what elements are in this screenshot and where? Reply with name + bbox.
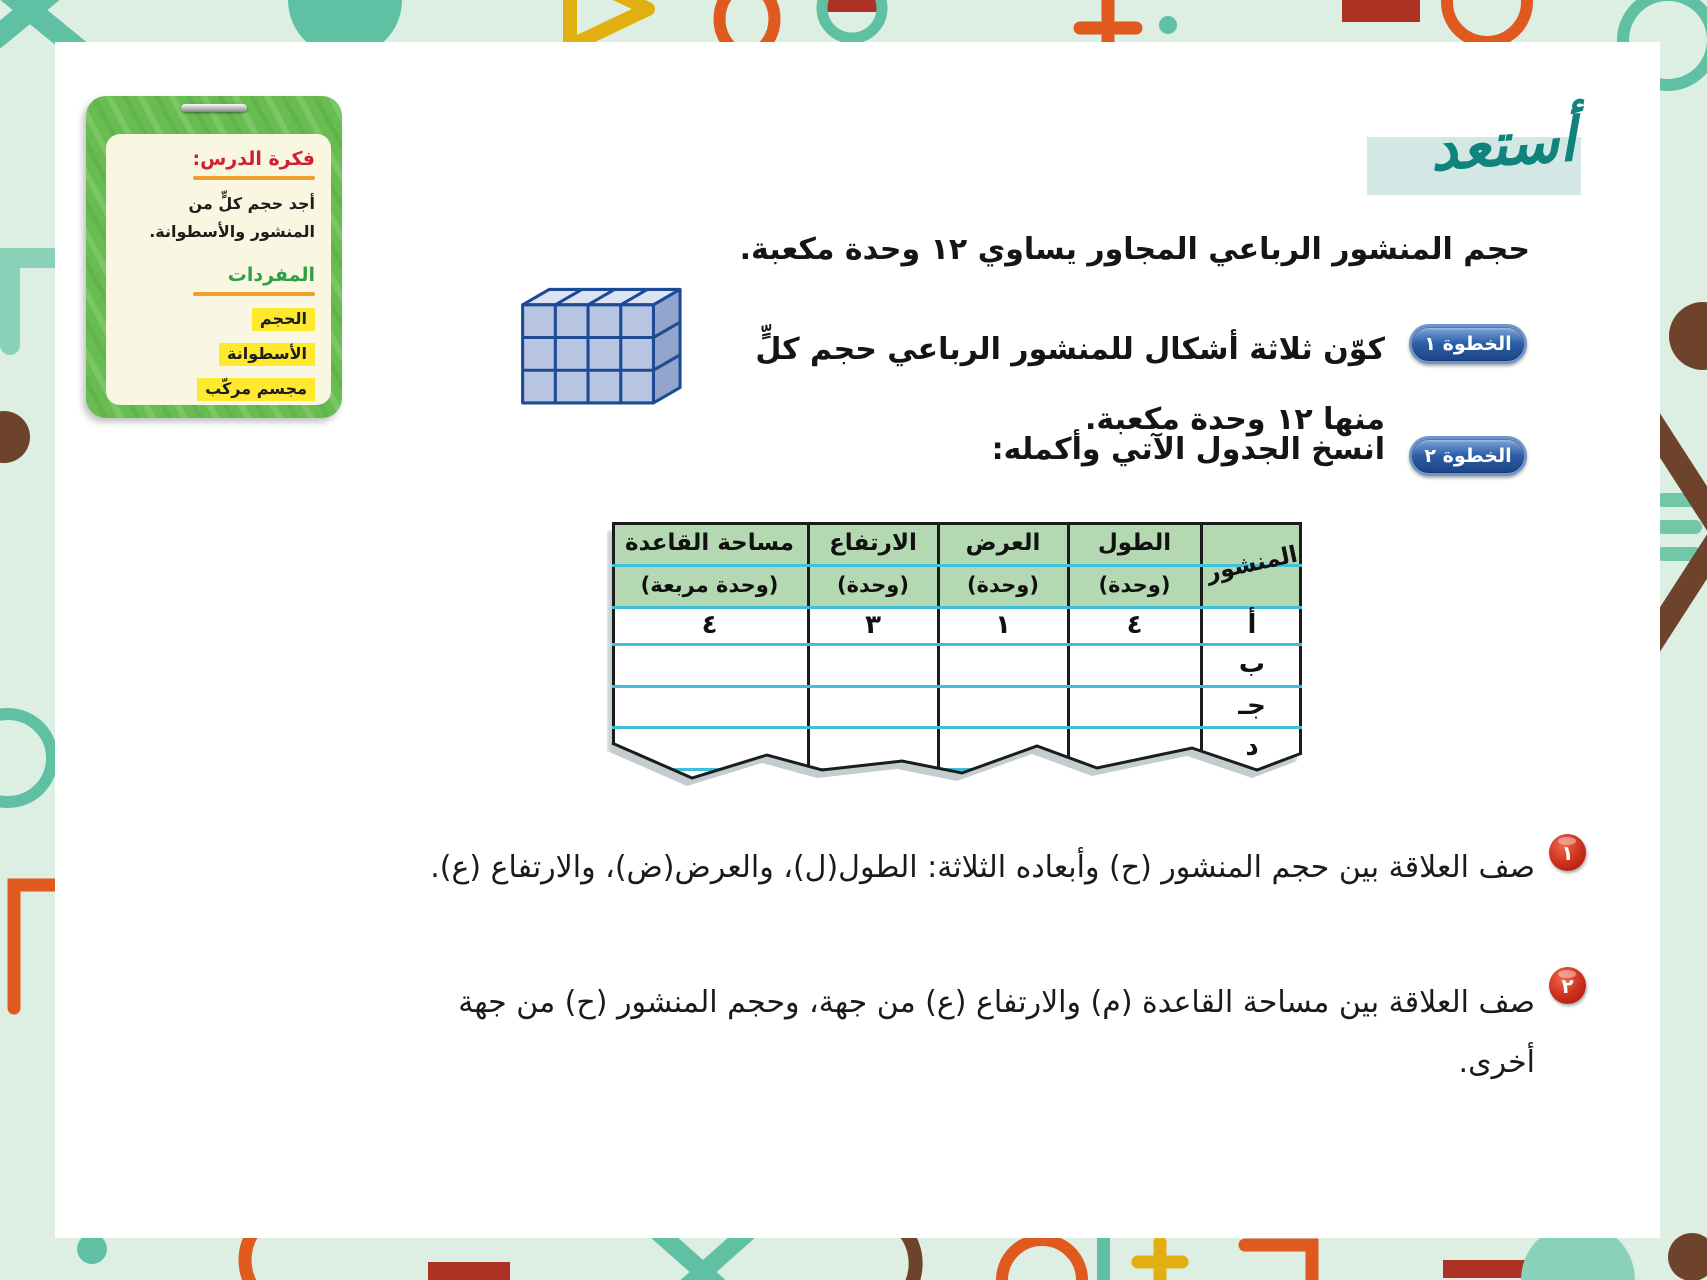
lesson-idea-heading: فكرة الدرس: bbox=[192, 148, 315, 170]
x-doodle-icon bbox=[0, 0, 96, 66]
step-2-text: انسخ الجدول الآتي وأكمله: bbox=[991, 432, 1385, 467]
header-width: العرض bbox=[965, 530, 1041, 556]
paren-doodle-icon bbox=[758, 0, 781, 52]
vocab-term: مجسم مركّب bbox=[122, 378, 315, 401]
row-label: ب bbox=[1238, 649, 1266, 679]
cell-base-area: ٤ bbox=[701, 609, 718, 640]
header-length: الطول bbox=[1097, 530, 1172, 556]
vocab-term-highlight: مجسم مركّب bbox=[197, 378, 315, 401]
dot-doodle-icon bbox=[1669, 302, 1707, 370]
vocabulary-heading: المفردات bbox=[227, 264, 315, 286]
row-label: أ bbox=[1247, 609, 1257, 640]
ring-doodle-icon bbox=[1441, 0, 1533, 48]
bar-doodle-icon bbox=[1443, 1260, 1528, 1278]
orange-rule bbox=[193, 292, 315, 296]
row-line bbox=[612, 606, 1302, 609]
column-divider bbox=[937, 522, 940, 778]
ring-doodle-icon bbox=[1617, 0, 1707, 91]
header-height-unit: (وحدة) bbox=[837, 573, 909, 597]
metal-clip-icon bbox=[181, 104, 247, 112]
dot-doodle-icon bbox=[0, 411, 30, 463]
lesson-idea-card: فكرة الدرس: أجد حجم كلٍّ من المنشور والأ… bbox=[86, 96, 342, 418]
header-length-unit: (وحدة) bbox=[1098, 573, 1171, 597]
plus-doodle-icon bbox=[1131, 1235, 1189, 1280]
intro-sentence: حجم المنشور الرباعي المجاور يساوي ١٢ وحد… bbox=[739, 232, 1530, 267]
unit-cubes-prism-illustration bbox=[521, 287, 682, 405]
bar-doodle-icon bbox=[1656, 520, 1702, 534]
dot-doodle-icon bbox=[77, 1234, 107, 1264]
ring-doodle-icon bbox=[816, 0, 888, 44]
row-line bbox=[612, 685, 1302, 688]
dot-doodle-icon bbox=[1159, 16, 1177, 34]
triangle-doodle-icon bbox=[563, 0, 655, 53]
cell-height: ٣ bbox=[865, 609, 881, 640]
question-2-badge: ٢ bbox=[1549, 967, 1586, 1004]
step-1-text: كوّن ثلاثة أشكال للمنشور الرباعي حجم كلٍ… bbox=[755, 332, 1385, 437]
x-doodle-icon bbox=[649, 1223, 757, 1280]
bracket-doodle-icon bbox=[0, 248, 65, 355]
table-border-right-edge bbox=[612, 522, 615, 778]
column-divider bbox=[1067, 522, 1070, 778]
question-1-text: صف العلاقة بين حجم المنشور (ح) وأبعاده ا… bbox=[430, 850, 1535, 885]
column-divider bbox=[1200, 522, 1203, 778]
cell-width: ١ bbox=[995, 609, 1011, 640]
vocab-term: الأسطوانة bbox=[122, 343, 315, 366]
vocab-term: الحجم bbox=[122, 308, 315, 331]
header-base-area: مساحة القاعدة bbox=[624, 530, 795, 556]
paren-doodle-icon bbox=[898, 1225, 923, 1280]
ring-doodle-icon bbox=[996, 1234, 1088, 1280]
dot-doodle-icon bbox=[1668, 1233, 1707, 1280]
row-label: جـ bbox=[1238, 690, 1266, 721]
bar-doodle-icon bbox=[428, 1262, 510, 1280]
bracket-doodle-icon bbox=[1238, 1238, 1319, 1280]
lesson-idea-card-body: فكرة الدرس: أجد حجم كلٍّ من المنشور والأ… bbox=[106, 134, 331, 405]
step-1-badge: الخطوة ١ bbox=[1409, 324, 1527, 364]
header-base-area-unit: (وحدة مربعة) bbox=[640, 573, 779, 597]
bracket-doodle-icon bbox=[7, 878, 77, 1015]
question-1-badge: ١ bbox=[1549, 834, 1586, 871]
cell-length: ٤ bbox=[1126, 609, 1143, 640]
prism-dimensions-table: المنشور الطول (وحدة) العرض (وحدة) الارتف… bbox=[607, 522, 1303, 800]
vocab-term-highlight: الحجم bbox=[251, 308, 315, 331]
row-line bbox=[612, 726, 1302, 729]
bar-doodle-icon bbox=[1097, 1232, 1110, 1280]
header-width-unit: (وحدة) bbox=[967, 573, 1039, 597]
paren-doodle-icon bbox=[713, 0, 736, 52]
bar-doodle-icon bbox=[1342, 0, 1420, 22]
section-title-script: أستعد bbox=[1427, 105, 1578, 185]
table-border-top bbox=[612, 522, 1302, 525]
orange-rule bbox=[193, 176, 315, 180]
header-height: الارتفاع bbox=[829, 530, 917, 556]
vocab-term-highlight: الأسطوانة bbox=[219, 343, 315, 366]
lesson-idea-text: أجد حجم كلٍّ من المنشور والأسطوانة. bbox=[149, 194, 315, 241]
column-divider bbox=[807, 522, 810, 778]
bar-doodle-icon bbox=[1656, 547, 1702, 561]
table-border-left-edge bbox=[1299, 522, 1302, 778]
row-line bbox=[612, 564, 1302, 567]
ring-doodle-icon bbox=[0, 708, 58, 808]
x-doodle-icon bbox=[1638, 408, 1707, 657]
row-line bbox=[612, 643, 1302, 646]
row-line bbox=[612, 768, 1302, 771]
table-body: المنشور الطول (وحدة) العرض (وحدة) الارتف… bbox=[612, 522, 1302, 778]
step-2-badge: الخطوة ٢ bbox=[1409, 436, 1527, 476]
question-2-text: صف العلاقة بين مساحة القاعدة (م) والارتف… bbox=[458, 985, 1535, 1080]
section-title-highlight bbox=[1367, 137, 1581, 195]
bar-doodle-icon bbox=[818, 0, 880, 12]
